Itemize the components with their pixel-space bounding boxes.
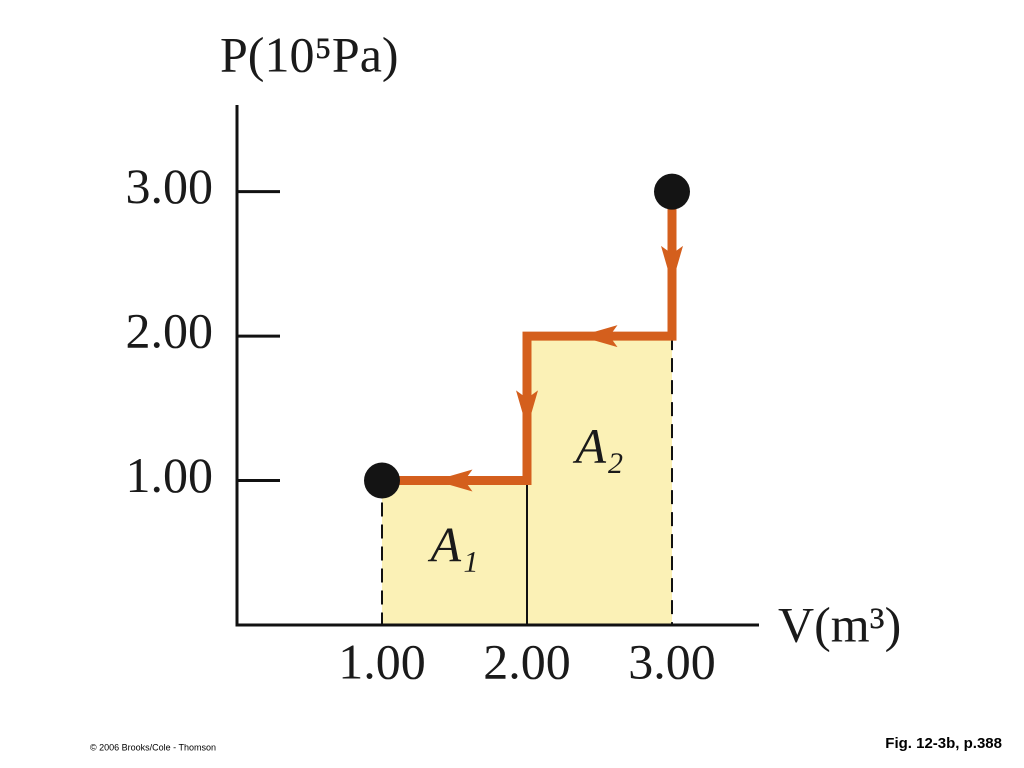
area [382,480,527,625]
arrow [579,325,618,348]
area [527,336,672,625]
y-tick-label: 1.00 [126,447,214,503]
endpoint [364,462,400,499]
process-path [382,191,677,486]
area-label: A₂ [573,418,624,474]
arrow [661,245,683,284]
y-tick-label: 3.00 [126,158,214,214]
arrow [516,390,538,429]
endpoint [654,173,690,210]
x-tick-label: 2.00 [483,633,571,689]
copyright: © 2006 Brooks/Cole - Thomson [90,742,216,752]
x-tick-label: 1.00 [338,633,426,689]
y-axis-label: P(10⁵Pa) [220,26,399,82]
area-label: A₁ [428,516,479,572]
y-tick-label: 2.00 [126,303,214,359]
arrow [434,469,473,492]
x-tick-label: 3.00 [628,633,716,689]
x-axis-label: V(m³) [778,596,901,652]
caption: Fig. 12-3b, p.388 [885,735,1002,752]
